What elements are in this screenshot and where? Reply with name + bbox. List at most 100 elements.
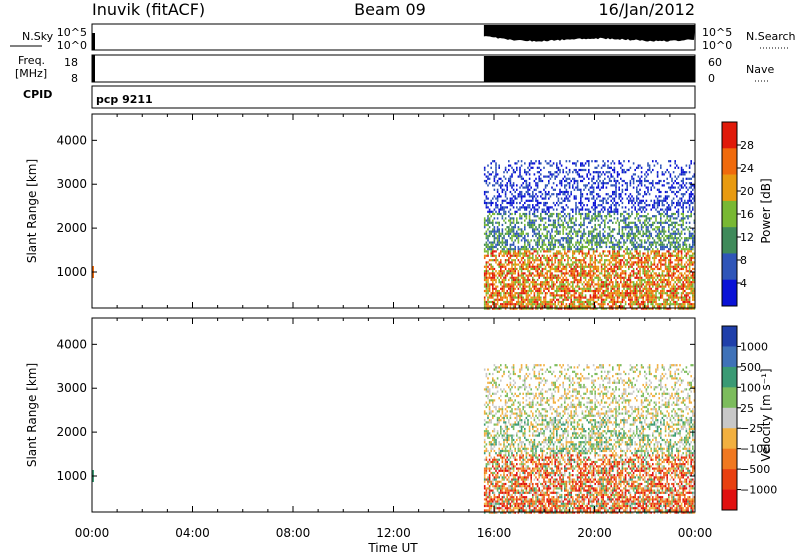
range-cell: [500, 259, 502, 262]
range-cell: [621, 226, 624, 229]
range-cell: [488, 219, 491, 222]
range-cell: [624, 221, 627, 224]
range-cell: [616, 201, 619, 205]
range-cell: [676, 267, 678, 271]
range-cell: [522, 272, 524, 275]
range-cell: [669, 287, 672, 290]
range-cell: [575, 219, 577, 222]
range-cell: [498, 221, 500, 224]
range-cell: [668, 252, 670, 255]
range-cell: [685, 215, 688, 218]
range-cell: [626, 259, 628, 262]
range-cell: [663, 184, 665, 187]
range-cell: [540, 201, 542, 205]
range-cell: [492, 307, 494, 310]
range-cell: [592, 239, 595, 242]
range-cell: [509, 303, 512, 306]
range-cell: [607, 193, 609, 196]
range-cell: [656, 201, 659, 205]
range-cell: [607, 201, 609, 205]
range-cell: [637, 197, 640, 200]
range-cell: [663, 254, 665, 257]
range-cell: [648, 265, 651, 268]
range-cell: [493, 228, 496, 231]
range-cell: [672, 237, 675, 240]
range-cell: [592, 261, 595, 264]
range-cell: [589, 270, 592, 273]
range-cell: [509, 283, 512, 286]
range-cell: [527, 204, 529, 207]
range-cell: [690, 276, 692, 279]
range-cell: [618, 221, 620, 224]
range-cell: [573, 256, 576, 260]
range-cell: [658, 259, 660, 262]
range-cell: [527, 250, 529, 253]
range-cell: [647, 265, 649, 268]
range-cell: [498, 228, 500, 231]
range-cell: [631, 206, 633, 209]
range-cell: [599, 234, 601, 238]
range-cell: [504, 212, 507, 216]
range-cell: [570, 263, 572, 266]
noise-right-tick-top: 10^5: [702, 26, 732, 39]
range-cell: [546, 201, 548, 205]
range-cell: [506, 250, 508, 253]
range-cell: [586, 237, 588, 240]
range-cell: [536, 270, 539, 273]
range-cell: [512, 303, 515, 306]
range-cell: [639, 250, 641, 253]
range-cell: [533, 265, 536, 268]
range-cell: [560, 190, 563, 194]
range-cell: [602, 305, 604, 308]
range-cell: [525, 179, 528, 183]
range-cell: [559, 160, 561, 163]
range-cell: [592, 285, 595, 288]
range-cell: [570, 248, 572, 251]
range-cell: [565, 270, 568, 273]
range-cell: [682, 173, 684, 176]
range-cell: [483, 403, 486, 406]
range-cell: [612, 210, 614, 213]
range-cell: [677, 274, 680, 277]
range-cell: [581, 263, 584, 266]
range-cell: [615, 263, 617, 266]
range-cell: [552, 283, 555, 286]
range-cell: [511, 300, 513, 304]
range-cell: [548, 303, 550, 306]
range-cell: [528, 252, 531, 255]
range-cell: [634, 276, 636, 279]
range-cell: [568, 296, 571, 299]
range-cell: [632, 197, 635, 200]
range-cell: [592, 274, 595, 277]
range-cell: [645, 241, 648, 244]
range-cell: [498, 241, 500, 244]
range-cell: [660, 274, 662, 277]
range-cell: [639, 294, 641, 297]
range-cell: [576, 248, 579, 251]
range-cell: [680, 199, 683, 202]
range-cell: [607, 274, 609, 277]
range-cell: [636, 252, 638, 255]
range-cell: [538, 226, 540, 229]
range-cell: [504, 239, 507, 242]
range-cell: [645, 232, 648, 235]
range-cell: [578, 261, 580, 264]
range-cell: [525, 265, 528, 268]
range-cell: [498, 237, 500, 240]
range-cell: [655, 241, 657, 244]
range-cell: [490, 199, 492, 202]
range-cell: [626, 245, 628, 249]
range-cell: [552, 182, 555, 185]
range-cell: [658, 210, 660, 213]
range-cell: [623, 305, 625, 308]
range-cell: [584, 289, 587, 293]
range-cell: [640, 175, 643, 178]
range-cell: [592, 212, 595, 216]
range-cell: [557, 199, 560, 202]
range-cell: [596, 265, 598, 268]
range-cell: [567, 199, 569, 202]
range-cell: [666, 245, 668, 249]
range-cell: [503, 281, 505, 284]
range-cell: [663, 215, 665, 218]
